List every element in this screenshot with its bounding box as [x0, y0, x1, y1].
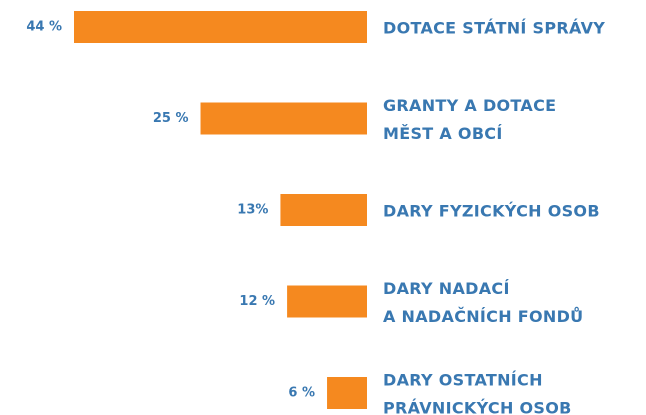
bar: [280, 194, 367, 226]
value-label: 12 %: [239, 294, 275, 309]
category-label: DOTACE STÁTNÍ SPRÁVY: [383, 19, 605, 38]
category-label: DARY FYZICKÝCH OSOB: [383, 202, 600, 221]
bar: [287, 285, 367, 318]
value-label: 25 %: [153, 111, 189, 126]
category-label: MĚST A OBCÍ: [383, 124, 503, 143]
category-label: GRANTY A DOTACE: [383, 96, 556, 115]
bar: [74, 11, 367, 43]
bar: [200, 102, 367, 135]
value-label: 44 %: [26, 20, 62, 35]
category-label: A NADAČNÍCH FONDŮ: [383, 307, 583, 326]
category-label: DARY OSTATNÍCH: [383, 371, 543, 390]
value-label: 6 %: [288, 386, 315, 401]
category-label: DARY NADACÍ: [383, 279, 510, 298]
category-label: PRÁVNICKÝCH OSOB: [383, 399, 572, 415]
bar: [327, 377, 367, 409]
value-label: 13%: [237, 203, 268, 218]
